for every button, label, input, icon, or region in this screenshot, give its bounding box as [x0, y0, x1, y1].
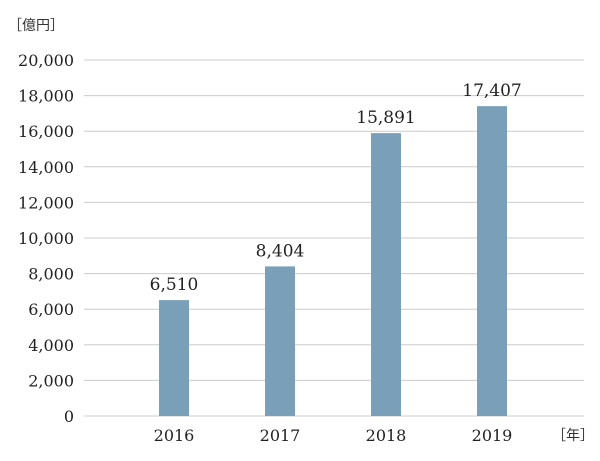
bar-2016 — [159, 300, 189, 416]
bar-2019 — [477, 106, 507, 417]
y-tick-label: 18,000 — [18, 87, 74, 106]
y-tick-label: 8,000 — [28, 265, 74, 284]
y-tick-label: 4,000 — [28, 336, 74, 355]
bar-2018 — [371, 133, 401, 416]
y-tick-label: 6,000 — [28, 300, 74, 319]
value-labels: 6,510 8,404 15,891 17,407 — [150, 81, 522, 295]
y-tick-label: 0 — [64, 407, 74, 426]
y-axis-unit-label: ［億円］ — [8, 18, 64, 34]
value-label-2016: 6,510 — [150, 275, 199, 295]
x-tick-label-2017: 2017 — [260, 426, 301, 445]
y-tick-label: 14,000 — [18, 158, 74, 177]
x-tick-label-2018: 2018 — [366, 426, 407, 445]
bars — [159, 106, 507, 417]
x-tick-label-2016: 2016 — [154, 426, 195, 445]
bar-2017 — [265, 266, 295, 416]
y-axis-tick-labels: 0 2,000 4,000 6,000 8,000 10,000 12,000 14,000 1… — [18, 51, 74, 426]
y-tick-label: 2,000 — [28, 371, 74, 390]
x-axis-tick-labels: 2016 2017 2018 2019 — [154, 426, 513, 445]
x-axis-unit-label: ［年］ — [552, 428, 594, 444]
y-tick-label: 20,000 — [18, 51, 74, 70]
y-tick-label: 12,000 — [18, 193, 74, 212]
value-label-2018: 15,891 — [356, 108, 415, 128]
x-tick-label-2019: 2019 — [472, 426, 513, 445]
value-label-2017: 8,404 — [256, 241, 305, 261]
value-label-2019: 17,407 — [462, 81, 521, 101]
y-tick-label: 10,000 — [18, 229, 74, 248]
y-tick-label: 16,000 — [18, 122, 74, 141]
